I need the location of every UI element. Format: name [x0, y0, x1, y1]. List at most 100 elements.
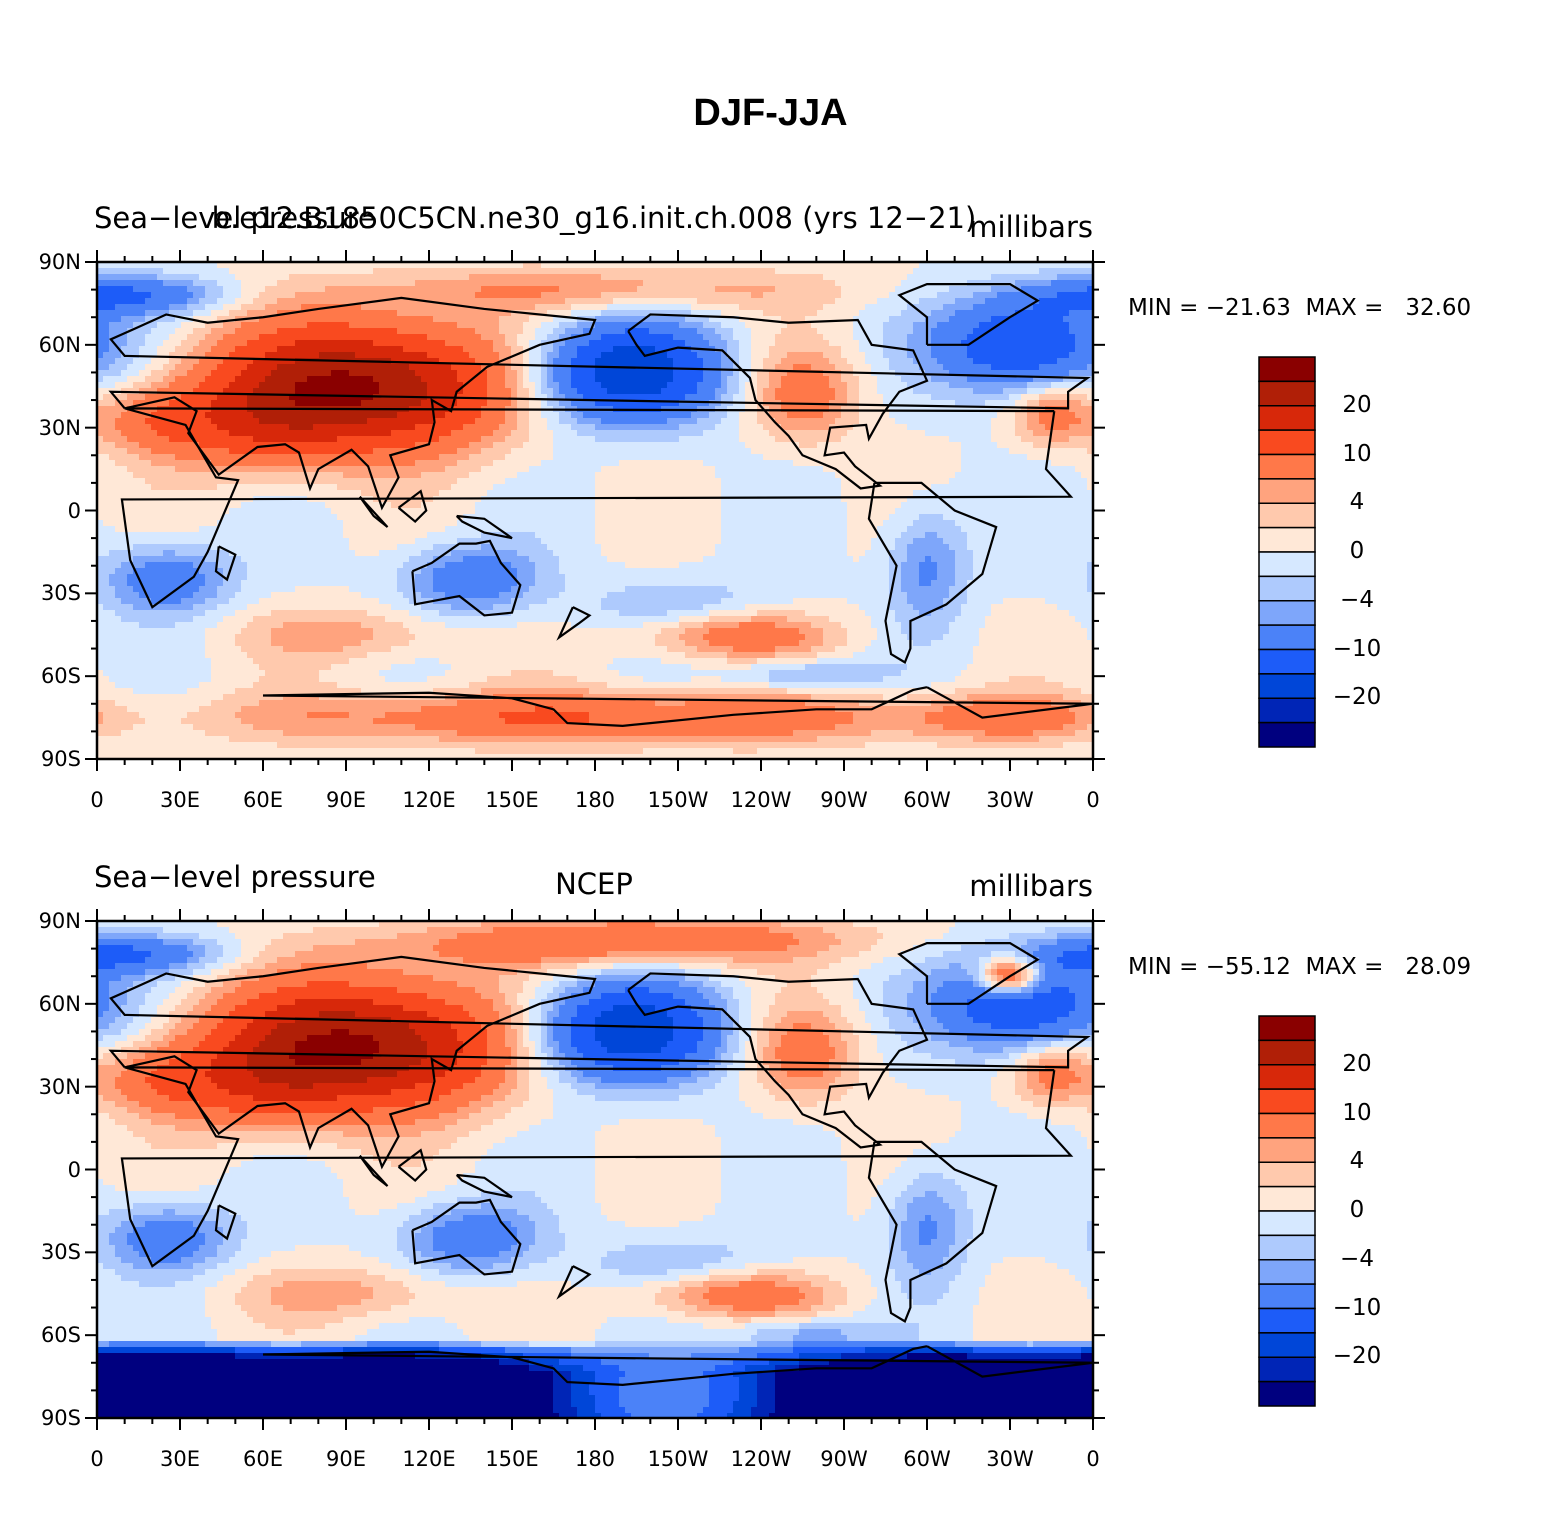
colorbar-swatch [1258, 1210, 1316, 1237]
coastline [867, 1140, 998, 1323]
lon-tick-label: 0 [90, 790, 103, 811]
coastline [867, 481, 998, 664]
lon-tick-label: 90E [326, 1449, 366, 1470]
colorbar-swatch [1258, 1015, 1316, 1042]
coastline [556, 1265, 592, 1300]
colorbar-label: −20 [1322, 1345, 1392, 1368]
colorbar-swatch [1258, 405, 1316, 431]
lon-tick-label: 180 [575, 790, 615, 811]
coastline [262, 686, 1093, 727]
coastline [358, 1154, 389, 1187]
colorbar-swatch [1258, 648, 1316, 675]
lon-tick-label: 0 [90, 1449, 103, 1470]
colorbar-swatch [1258, 1137, 1316, 1163]
coastline [397, 489, 428, 524]
lon-tick-label: 30E [160, 1449, 200, 1470]
coastline [358, 495, 389, 528]
lat-tick-label: 90N [39, 911, 81, 932]
colorbar-swatch [1258, 1332, 1316, 1358]
colorbar-label: −4 [1322, 1247, 1392, 1271]
coastline [397, 1148, 428, 1183]
colorbar-label: 4 [1322, 491, 1392, 514]
lat-tick-label: 60N [39, 993, 81, 1015]
colorbar-label: −10 [1322, 1296, 1392, 1320]
colorbar-label: 4 [1322, 1150, 1392, 1173]
lon-tick-label: 60W [903, 790, 951, 811]
coastlines [108, 282, 1093, 727]
colorbar-swatch [1258, 673, 1316, 699]
colorbar-swatch [1258, 575, 1316, 602]
map-panel-2 [85, 909, 1105, 1430]
coastline [120, 1066, 1074, 1268]
panel1-units-label: millibars [969, 213, 1093, 242]
panel1-case-label: b.e12.B1850C5CN.ne30_g16.init.ch.008 (yr… [212, 204, 977, 233]
colorbar-swatch [1258, 1185, 1316, 1212]
coastlines [108, 941, 1093, 1386]
lon-tick-label: 90E [326, 790, 366, 811]
lon-tick-label: 120E [402, 790, 455, 811]
colorbar-swatch [1258, 1112, 1316, 1139]
lat-tick-label: 90S [41, 749, 81, 770]
lon-tick-label: 0 [1086, 790, 1099, 811]
colorbar-swatch [1258, 1259, 1316, 1285]
colorbar-label: 0 [1322, 540, 1392, 563]
colorbar-swatch [1258, 551, 1316, 578]
lat-tick-label: 60S [41, 1325, 81, 1346]
lon-tick-label: 30W [986, 1449, 1034, 1470]
coastline [455, 514, 513, 540]
lon-tick-label: 150W [648, 790, 709, 811]
lon-tick-label: 120E [402, 1449, 455, 1470]
colorbar-label: 0 [1322, 1199, 1392, 1222]
colorbar-swatch [1258, 526, 1316, 553]
colorbar-swatch [1258, 1283, 1316, 1310]
colorbar-swatch [1258, 600, 1316, 626]
colorbar-swatch [1258, 1356, 1316, 1383]
colorbar-swatch [1258, 1039, 1316, 1066]
colorbar-swatch [1258, 1234, 1316, 1261]
coastline [262, 1345, 1093, 1386]
lat-tick-label: 0 [68, 1159, 81, 1181]
lat-tick-label: 30S [41, 1242, 81, 1263]
panel1-minmax: MIN = −21.63 MAX = 32.60 [1128, 297, 1471, 320]
lat-tick-label: 30N [39, 417, 81, 439]
lon-tick-label: 0 [1086, 1449, 1099, 1470]
coastline [556, 606, 592, 641]
coastline [455, 1173, 513, 1199]
lat-tick-label: 90N [39, 252, 81, 273]
coastline [108, 955, 1091, 1170]
panel1-variable-label: Sea−level pressure [94, 204, 376, 233]
colorbar-swatch [1258, 356, 1316, 383]
colorbar-label: 20 [1322, 1052, 1392, 1076]
lon-tick-label: 180 [575, 1449, 615, 1470]
colorbar-swatch [1258, 429, 1316, 456]
coastline [897, 941, 1040, 1005]
colorbar-swatch [1258, 697, 1316, 724]
lon-tick-label: 30E [160, 790, 200, 811]
lat-tick-label: 60S [41, 666, 81, 687]
panel2-units-label: millibars [969, 872, 1093, 901]
coastline [627, 972, 929, 1149]
colorbar-swatch [1258, 380, 1316, 407]
lon-tick-label: 120W [731, 790, 792, 811]
coastline [411, 539, 522, 617]
colorbar-label: 10 [1322, 1101, 1392, 1125]
colorbar-label: −20 [1322, 686, 1392, 709]
coastline [897, 282, 1040, 346]
colorbar-1 [1258, 356, 1316, 748]
coastline [108, 296, 1091, 511]
colorbar-swatch [1258, 1088, 1316, 1115]
coastline [214, 545, 237, 582]
coastline [411, 1198, 522, 1276]
colorbar-label: 20 [1322, 393, 1392, 417]
figure-title: DJF-JJA [0, 92, 1541, 135]
colorbar-label: 10 [1322, 442, 1392, 466]
lat-tick-label: 0 [68, 500, 81, 522]
coastline [120, 407, 1074, 609]
colorbar-swatch [1258, 453, 1316, 480]
contour-fill [97, 262, 1093, 759]
colorbar-swatch [1258, 721, 1316, 748]
colorbar-swatch [1258, 502, 1316, 529]
lon-tick-label: 60W [903, 1449, 951, 1470]
colorbar-swatch [1258, 478, 1316, 504]
